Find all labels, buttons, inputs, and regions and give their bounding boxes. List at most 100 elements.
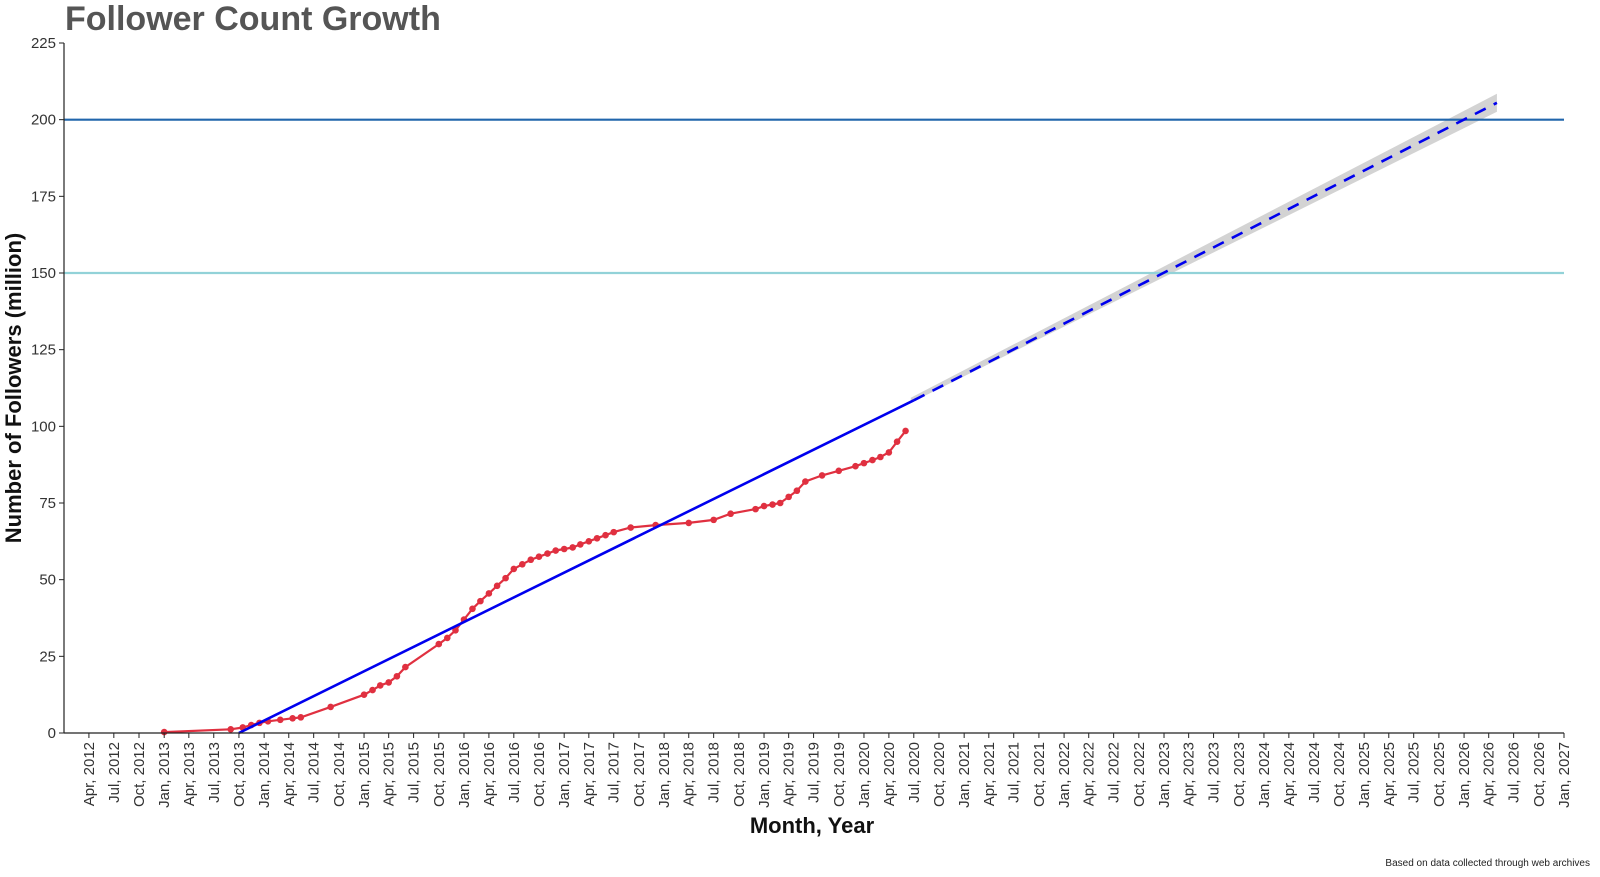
- chart-title: Follower Count Growth: [65, 0, 441, 38]
- y-tick-label-100: 100: [31, 418, 56, 435]
- x-tick-label-22: Oct, 2017: [631, 742, 648, 807]
- forecast-line: [913, 101, 1498, 402]
- data-point-28: [535, 553, 543, 560]
- x-tick-label-3: Jan, 2013: [156, 742, 173, 808]
- confidence-band-layer: [910, 93, 1497, 403]
- data-point-9: [327, 703, 334, 711]
- data-point-47: [785, 493, 792, 501]
- x-tick-label-46: Oct, 2023: [1231, 742, 1248, 807]
- data-point-35: [593, 534, 601, 542]
- data-point-1: [227, 726, 235, 733]
- data-point-11: [369, 686, 376, 694]
- x-tick-label-54: Oct, 2025: [1431, 742, 1448, 807]
- x-tick-label-35: Jan, 2021: [956, 742, 973, 808]
- x-tick-label-5: Jul, 2013: [206, 742, 223, 803]
- x-tick-label-44: Apr, 2023: [1181, 742, 1198, 806]
- x-tick-label-52: Apr, 2025: [1381, 742, 1398, 806]
- x-tick-label-29: Jul, 2019: [806, 742, 823, 803]
- x-tick-label-42: Oct, 2022: [1131, 742, 1148, 807]
- x-tick-label-27: Jan, 2019: [756, 742, 773, 808]
- x-tick-label-14: Oct, 2015: [431, 742, 448, 807]
- data-point-40: [685, 519, 693, 527]
- x-tick-label-18: Oct, 2016: [531, 742, 548, 807]
- data-point-23: [493, 582, 501, 590]
- x-tick-label-6: Oct, 2013: [231, 742, 248, 807]
- x-tick-label-32: Apr, 2020: [881, 742, 898, 806]
- y-tick-label-25: 25: [39, 648, 56, 665]
- data-point-29: [544, 550, 551, 557]
- y-tick-label-75: 75: [39, 495, 56, 512]
- x-tick-label-10: Oct, 2014: [331, 742, 348, 807]
- data-point-55: [877, 453, 884, 461]
- x-tick-label-55: Jan, 2026: [1456, 742, 1473, 808]
- x-tick-label-49: Jul, 2024: [1306, 742, 1323, 803]
- x-tick-label-12: Apr, 2015: [381, 742, 398, 806]
- data-point-45: [769, 501, 776, 508]
- data-point-17: [443, 634, 451, 642]
- data-point-24: [502, 574, 509, 582]
- x-tick-label-39: Jan, 2022: [1056, 742, 1073, 808]
- data-point-16: [435, 640, 443, 648]
- data-point-42: [727, 510, 734, 518]
- data-point-10: [360, 691, 368, 698]
- x-tick-label-15: Jan, 2016: [456, 742, 473, 808]
- y-tick-label-0: 0: [48, 725, 56, 742]
- data-point-14: [393, 672, 401, 680]
- data-point-30: [552, 547, 559, 554]
- data-point-20: [469, 605, 476, 613]
- x-tick-label-1: Jul, 2012: [106, 742, 123, 803]
- data-point-13: [385, 679, 392, 686]
- x-tick-label-11: Jan, 2015: [356, 742, 373, 808]
- x-tick-label-8: Apr, 2014: [281, 742, 298, 806]
- data-point-34: [585, 538, 593, 545]
- data-point-15: [402, 663, 409, 671]
- y-tick-label-50: 50: [39, 572, 56, 589]
- data-point-25: [510, 565, 518, 573]
- x-tick-label-31: Jan, 2020: [856, 742, 873, 808]
- data-point-7: [289, 714, 296, 722]
- x-tick-label-7: Jan, 2014: [256, 742, 273, 808]
- series-layer: [160, 101, 1498, 736]
- y-tick-label-225: 225: [31, 35, 56, 52]
- x-tick-label-50: Oct, 2024: [1331, 742, 1348, 807]
- x-tick-label-37: Jul, 2021: [1006, 742, 1023, 803]
- x-tick-label-45: Jul, 2023: [1206, 742, 1223, 803]
- x-tick-label-19: Jan, 2017: [556, 742, 573, 808]
- y-axis-title: Number of Followers (million): [1, 233, 26, 543]
- x-tick-label-16: Apr, 2016: [481, 742, 498, 806]
- x-tick-label-59: Jan, 2027: [1556, 742, 1573, 808]
- x-tick-label-13: Jul, 2015: [406, 742, 423, 803]
- x-tick-label-17: Jul, 2016: [506, 742, 523, 803]
- data-point-54: [869, 456, 876, 464]
- data-point-36: [602, 531, 609, 539]
- x-tick-label-47: Jan, 2024: [1256, 742, 1273, 808]
- data-point-49: [802, 478, 809, 485]
- data-point-0: [160, 728, 168, 736]
- x-tick-label-9: Jul, 2014: [306, 742, 323, 803]
- data-point-46: [776, 499, 784, 507]
- data-point-21: [477, 597, 484, 605]
- x-tick-label-30: Oct, 2019: [831, 742, 848, 807]
- trend-line: [238, 399, 915, 735]
- x-tick-label-34: Oct, 2020: [931, 742, 948, 807]
- x-tick-label-4: Apr, 2013: [181, 742, 198, 806]
- data-point-57: [893, 438, 901, 445]
- y-tick-label-125: 125: [31, 342, 56, 359]
- y-tick-label-150: 150: [31, 265, 56, 282]
- y-tick-label-200: 200: [31, 112, 56, 129]
- x-tick-label-51: Jan, 2025: [1356, 742, 1373, 808]
- x-tick-label-41: Jul, 2022: [1106, 742, 1123, 803]
- x-tick-label-2: Oct, 2012: [131, 742, 148, 807]
- x-tick-label-40: Apr, 2022: [1081, 742, 1098, 806]
- x-tick-label-20: Apr, 2017: [581, 742, 598, 806]
- x-tick-label-21: Jul, 2017: [606, 742, 623, 803]
- x-tick-label-53: Jul, 2025: [1406, 742, 1423, 803]
- data-point-26: [518, 561, 526, 568]
- x-tick-label-38: Oct, 2021: [1031, 742, 1048, 807]
- data-point-22: [485, 590, 493, 597]
- x-axis-title: Month, Year: [750, 813, 875, 838]
- x-tick-label-48: Apr, 2024: [1281, 742, 1298, 806]
- data-point-27: [527, 556, 535, 564]
- x-tick-label-26: Oct, 2018: [731, 742, 748, 807]
- data-point-8: [297, 714, 305, 721]
